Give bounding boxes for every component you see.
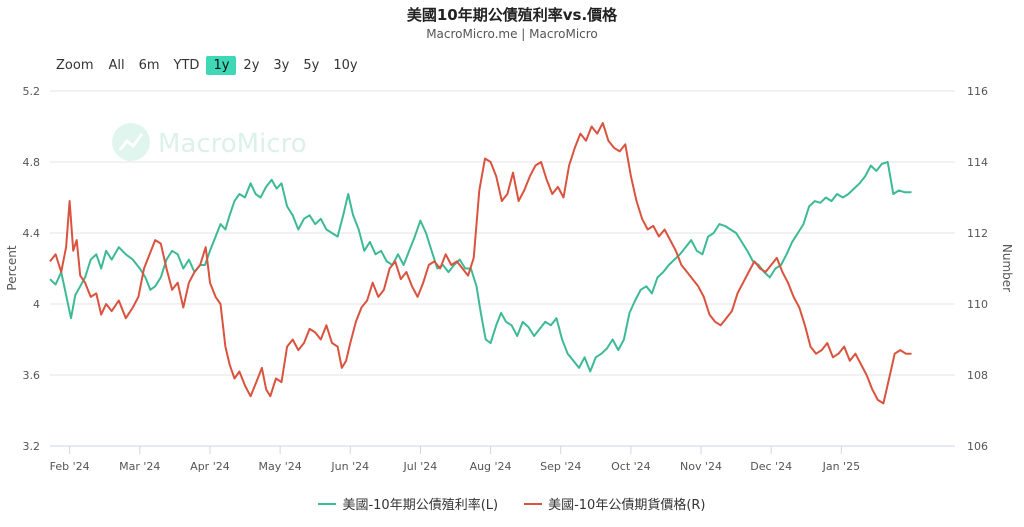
chart-title: 美國10年期公債殖利率vs.價格 — [406, 6, 618, 24]
x-tick-label: Sep '24 — [540, 460, 581, 473]
x-tick-label: May '24 — [258, 460, 301, 473]
range-selector: Zoom All 6m YTD 1y 2y 3y 5y 10y — [50, 56, 365, 75]
x-tick-label: Jul '24 — [403, 460, 438, 473]
x-axis: Feb '24 Mar '24 Apr '24 May '24 Jun '24 Jul '… — [50, 445, 955, 473]
x-tick-label: Jan '25 — [822, 460, 860, 473]
left-tick-label: 3.2 — [23, 440, 41, 453]
price-series-line — [49, 122, 912, 405]
legend: 美國-10年期公債殖利率(L) 美國-10年公債期貨價格(R) — [0, 494, 1024, 513]
left-tick-label: 4.8 — [23, 156, 41, 169]
x-tick-label: Apr '24 — [190, 460, 230, 473]
range-button-all[interactable]: All — [108, 58, 125, 73]
right-tick-label: 112 — [967, 227, 988, 240]
range-button-5y[interactable]: 5y — [303, 58, 320, 73]
series-lines — [49, 122, 912, 405]
watermark-logo-icon — [112, 123, 150, 161]
chart-subtitle: MacroMicro.me | MacroMicro — [426, 27, 598, 41]
range-button-1y[interactable]: 1y — [206, 56, 237, 75]
right-tick-label: 110 — [967, 298, 988, 311]
right-tick-label: 116 — [967, 85, 988, 98]
right-tick-label: 114 — [967, 156, 988, 169]
x-tick-label: Oct '24 — [611, 460, 651, 473]
legend-item-price[interactable]: 美國-10年公債期貨價格(R) — [524, 494, 706, 513]
left-tick-label: 5.2 — [23, 85, 41, 98]
left-tick-label: 4 — [33, 298, 40, 311]
right-axis-label: Number — [1000, 244, 1014, 292]
legend-item-yield[interactable]: 美國-10年期公債殖利率(L) — [318, 494, 498, 513]
watermark-text: MacroMicro — [158, 129, 307, 159]
range-button-ytd[interactable]: YTD — [173, 58, 200, 73]
yield-series-line — [49, 161, 912, 373]
range-button-6m[interactable]: 6m — [138, 58, 160, 73]
legend-swatch-price — [524, 502, 543, 505]
x-tick-label: Nov '24 — [680, 460, 722, 473]
x-tick-label: Jun '24 — [330, 460, 369, 473]
legend-label-yield: 美國-10年期公債殖利率(L) — [342, 498, 499, 513]
watermark-logo-mark — [118, 133, 144, 151]
legend-swatch-yield — [318, 502, 337, 505]
right-tick-label: 108 — [967, 369, 988, 382]
right-tick-label: 106 — [967, 440, 988, 453]
range-button-10y[interactable]: 10y — [333, 58, 358, 73]
right-axis: 106 108 110 112 114 116 — [967, 85, 988, 453]
range-button-3y[interactable]: 3y — [273, 58, 290, 73]
macromicro-watermark: MacroMicro — [112, 123, 307, 161]
left-axis: 3.2 3.6 4 4.4 4.8 5.2 — [23, 85, 41, 453]
x-tick-label: Mar '24 — [119, 460, 160, 473]
left-tick-label: 3.6 — [23, 369, 41, 382]
grid-lines — [50, 90, 955, 376]
x-tick-label: Dec '24 — [750, 460, 792, 473]
x-tick-label: Aug '24 — [470, 460, 512, 473]
range-button-2y[interactable]: 2y — [243, 58, 260, 73]
left-axis-label: Percent — [5, 245, 19, 290]
x-tick-label: Feb '24 — [50, 460, 90, 473]
legend-label-price: 美國-10年公債期貨價格(R) — [548, 498, 706, 513]
left-tick-label: 4.4 — [23, 227, 41, 240]
zoom-label: Zoom — [56, 58, 94, 73]
